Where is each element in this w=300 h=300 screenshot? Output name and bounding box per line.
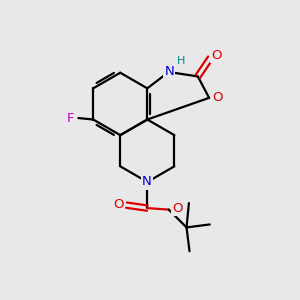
Text: F: F xyxy=(66,112,74,124)
Text: H: H xyxy=(177,56,185,66)
Text: O: O xyxy=(172,202,182,215)
Text: O: O xyxy=(212,91,223,104)
Text: O: O xyxy=(113,198,123,211)
Text: O: O xyxy=(211,49,221,62)
Text: N: N xyxy=(164,64,174,78)
Text: N: N xyxy=(142,176,152,188)
